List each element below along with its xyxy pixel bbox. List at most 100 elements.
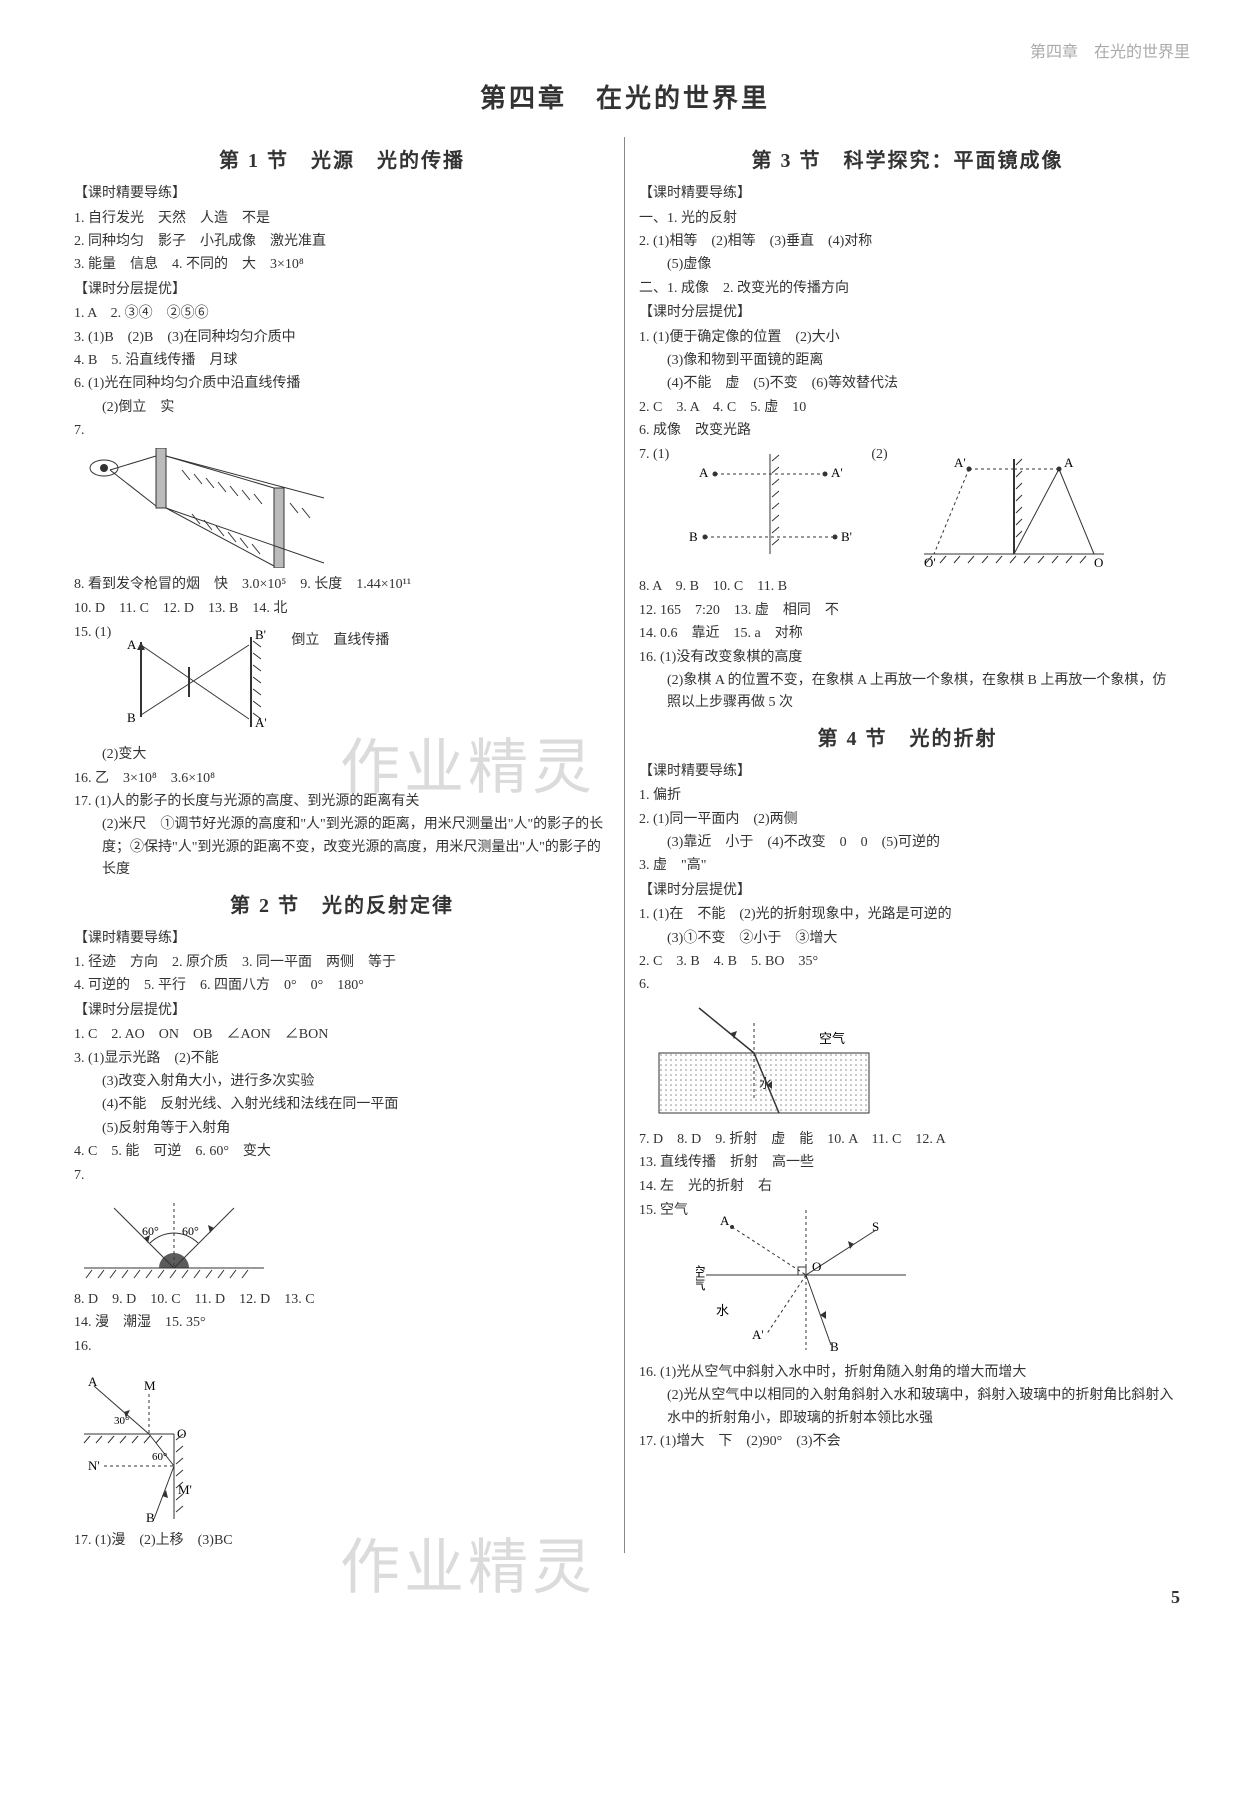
sec1-l6: 4. B 5. 沿直线传播 月球 — [74, 350, 610, 372]
section-2-title: 第 2 节 光的反射定律 — [74, 890, 610, 922]
sec4-l12: 15. 空气 — [639, 1200, 688, 1222]
sec3-l8: 2. C 3. A 4. C 5. 虚 10 — [639, 397, 1176, 419]
diagram-q6-refraction-box: 空气 水 — [639, 1003, 1176, 1123]
sec1-l14: 17. (1)人的影子的长度与光源的高度、到光源的距离有关 — [74, 791, 610, 813]
sec3-l3: (5)虚像 — [639, 254, 1176, 276]
chapter-title: 第四章 在光的世界里 — [60, 78, 1190, 120]
sec4-l9: 7. D 8. D 9. 折射 虚 能 10. A 11. C 12. A — [639, 1129, 1176, 1151]
sec4-l2: 2. (1)同一平面内 (2)两侧 — [639, 809, 1176, 831]
right-column: 第 3 节 科学探究：平面镜成像 【课时精要导练】 一、1. 光的反射 2. (… — [625, 137, 1190, 1553]
svg-text:60°: 60° — [142, 1224, 159, 1238]
sec3-l13: 14. 0.6 靠近 15. a 对称 — [639, 623, 1176, 645]
sec4-l3: (3)靠近 小于 (4)不改变 0 0 (5)可逆的 — [639, 832, 1176, 854]
left-column: 第 1 节 光源 光的传播 【课时精要导练】 1. 自行发光 天然 人造 不是 … — [60, 137, 625, 1553]
sec4-l8: 6. — [639, 974, 1176, 996]
diagram-q7-mirror-2: A A' O' O — [894, 449, 1114, 569]
sec3-l2: 2. (1)相等 (2)相等 (3)垂直 (4)对称 — [639, 231, 1176, 253]
diagram-q7-mirror-1: A B A' B' — [675, 449, 865, 559]
diagram-q7-light-eye — [74, 448, 610, 568]
svg-text:O': O' — [924, 555, 936, 569]
sec3-l15: (2)象棋 A 的位置不变，在象棋 A 上再放一个象棋，在象棋 B 上再放一个象… — [639, 670, 1176, 715]
sec3-l7: (4)不能 虚 (5)不变 (6)等效替代法 — [639, 373, 1176, 395]
sec3-l12: 12. 165 7:20 13. 虚 相同 不 — [639, 600, 1176, 622]
two-column-layout: 第 1 节 光源 光的传播 【课时精要导练】 1. 自行发光 天然 人造 不是 … — [60, 137, 1190, 1553]
sec3-l11: 8. A 9. B 10. C 11. B — [639, 576, 1176, 598]
sec1-l11: 15. (1) — [74, 622, 111, 644]
svg-text:30°: 30° — [114, 1415, 129, 1427]
svg-text:水: 水 — [716, 1303, 729, 1318]
svg-text:B': B' — [255, 627, 266, 642]
section-4-title: 第 4 节 光的折射 — [639, 723, 1176, 755]
sec4-l1: 1. 偏折 — [639, 785, 1176, 807]
sec3-l4: 二、1. 成像 2. 改变光的传播方向 — [639, 278, 1176, 300]
sec2-l10: 8. D 9. D 10. C 11. D 12. D 13. C — [74, 1289, 610, 1311]
svg-text:B': B' — [841, 529, 852, 544]
sec1-l15: (2)米尺 ①调节好光源的高度和"人"到光源的距离，用米尺测量出"人"的影子的长… — [74, 814, 610, 881]
sec1-l7b: (2)倒立 实 — [74, 397, 610, 419]
sec3-h1: 【课时精要导练】 — [639, 183, 1176, 205]
sec2-l13: 17. (1)漫 (2)上移 (3)BC — [74, 1530, 610, 1552]
sec2-l8: 4. C 5. 能 可逆 6. 60° 变大 — [74, 1141, 610, 1163]
svg-text:A: A — [699, 465, 709, 480]
diagram-q16-double-reflection: A M 30° N' O 60° M' B — [74, 1364, 610, 1524]
sec4-l14: (2)光从空气中以相同的入射角斜射入水和玻璃中，斜射入玻璃中的折射角比斜射入水中… — [639, 1385, 1176, 1430]
sec2-l9: 7. — [74, 1165, 610, 1187]
svg-text:A': A' — [752, 1327, 764, 1342]
sec2-l6: (4)不能 反射光线、入射光线和法线在同一平面 — [74, 1094, 610, 1116]
svg-text:M': M' — [178, 1482, 192, 1497]
svg-text:B: B — [689, 529, 698, 544]
sec3-l6: (3)像和物到平面镜的距离 — [639, 350, 1176, 372]
sec4-l10: 13. 直线传播 折射 高一些 — [639, 1152, 1176, 1174]
svg-text:A': A' — [831, 465, 843, 480]
sec2-l4: 3. (1)显示光路 (2)不能 — [74, 1048, 610, 1070]
sec2-l2: 4. 可逆的 5. 平行 6. 四面八方 0° 0° 180° — [74, 975, 610, 997]
sec1-l10: 10. D 11. C 12. D 13. B 14. 北 — [74, 598, 610, 620]
svg-text:A: A — [720, 1213, 730, 1228]
sec2-l5: (3)改变入射角大小，进行多次实验 — [74, 1071, 610, 1093]
svg-text:A': A' — [255, 715, 267, 730]
sec3-h2: 【课时分层提优】 — [639, 302, 1176, 324]
sec1-l3: 3. 能量 信息 4. 不同的 大 3×10⁸ — [74, 254, 610, 276]
svg-text:O: O — [177, 1426, 186, 1441]
diagram-q15-pinhole: A B B' A' — [121, 627, 281, 737]
svg-text:O: O — [1094, 555, 1103, 569]
sec4-h2: 【课时分层提优】 — [639, 880, 1176, 902]
sec2-l11: 14. 漫 潮湿 15. 35° — [74, 1312, 610, 1334]
sec1-l8: 7. — [74, 420, 610, 442]
svg-text:A: A — [127, 637, 137, 652]
svg-text:A': A' — [954, 455, 966, 470]
page-header: 第四章 在光的世界里 — [60, 40, 1190, 66]
sec2-h2: 【课时分层提优】 — [74, 1000, 610, 1022]
sec1-l7: 6. (1)光在同种均匀介质中沿直线传播 — [74, 373, 610, 395]
sec4-h1: 【课时精要导练】 — [639, 761, 1176, 783]
svg-text:B: B — [127, 710, 136, 725]
sec3-l14: 16. (1)没有改变象棋的高度 — [639, 647, 1176, 669]
sec1-l12: (2)变大 — [74, 744, 610, 766]
sec2-l3: 1. C 2. AO ON OB ∠AON ∠BON — [74, 1024, 610, 1046]
section-3-title: 第 3 节 科学探究：平面镜成像 — [639, 145, 1176, 177]
sec2-l7: (5)反射角等于入射角 — [74, 1118, 610, 1140]
svg-text:A: A — [1064, 455, 1074, 470]
svg-text:60°: 60° — [152, 1451, 167, 1463]
svg-text:M: M — [144, 1378, 156, 1393]
svg-text:空气: 空气 — [819, 1031, 845, 1046]
sec3-l1: 一、1. 光的反射 — [639, 208, 1176, 230]
sec3-l9: 6. 成像 改变光路 — [639, 420, 1176, 442]
sec1-l11a: 倒立 直线传播 — [291, 622, 389, 652]
svg-text:60°: 60° — [182, 1224, 199, 1238]
sec4-l13: 16. (1)光从空气中斜射入水中时，折射角随入射角的增大而增大 — [639, 1362, 1176, 1384]
sec4-l5: 1. (1)在 不能 (2)光的折射现象中，光路是可逆的 — [639, 904, 1176, 926]
svg-text:B: B — [830, 1339, 839, 1354]
sec4-l11: 14. 左 光的折射 右 — [639, 1176, 1176, 1198]
svg-text:B: B — [146, 1510, 155, 1524]
sec3-l5: 1. (1)便于确定像的位置 (2)大小 — [639, 327, 1176, 349]
section-1-title: 第 1 节 光源 光的传播 — [74, 145, 610, 177]
sec3-l10b: (2) — [871, 444, 887, 466]
diagram-q15-air-water-refraction: A S O A' B 空气 水 — [696, 1205, 916, 1355]
svg-text:O: O — [812, 1259, 821, 1274]
svg-text:A: A — [88, 1374, 98, 1389]
sec4-l6: (3)①不变 ②小于 ③增大 — [639, 928, 1176, 950]
svg-text:N': N' — [88, 1458, 100, 1473]
sec1-l1: 1. 自行发光 天然 人造 不是 — [74, 208, 610, 230]
sec3-l10: 7. (1) — [639, 444, 669, 466]
